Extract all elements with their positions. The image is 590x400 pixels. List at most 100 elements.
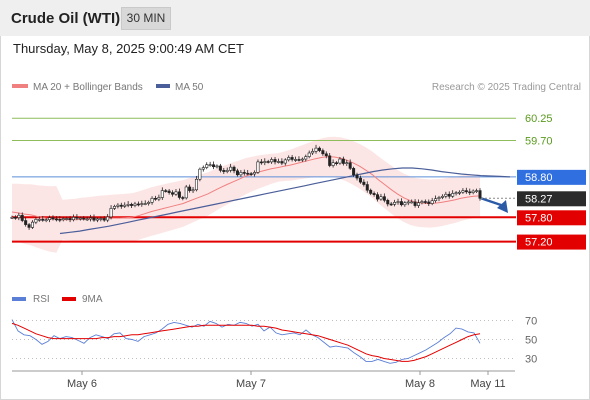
- candle-body: [468, 191, 472, 194]
- candle-body: [314, 147, 318, 152]
- candle-body: [181, 197, 185, 199]
- candle-body: [290, 157, 294, 160]
- rsi-ma-legend-label: 9MA: [82, 294, 103, 305]
- candle-body: [140, 203, 144, 205]
- candle-body: [403, 202, 407, 206]
- candle-body: [205, 164, 209, 168]
- ma50-line: [59, 167, 511, 235]
- candle-body: [102, 218, 106, 221]
- candle-body: [10, 217, 14, 219]
- candle-body: [444, 193, 448, 197]
- candle-body: [13, 217, 17, 219]
- candle-body: [198, 168, 202, 180]
- candle-body: [65, 218, 69, 220]
- candle-body: [304, 156, 308, 160]
- candle-body: [440, 195, 444, 198]
- candle-body: [215, 165, 219, 168]
- candle-body: [99, 218, 103, 220]
- candle-body: [27, 224, 31, 228]
- candle-body: [345, 162, 349, 164]
- candle-body: [454, 192, 458, 194]
- time-tick-label: May 6: [67, 378, 97, 390]
- candle-body: [51, 217, 55, 220]
- level-label-58.27: 58.27: [525, 193, 553, 205]
- candle-body: [362, 181, 366, 185]
- rsi-ma-line: [11, 322, 481, 362]
- candle-body: [317, 147, 321, 151]
- timeframe-badge[interactable]: 30 MIN: [121, 7, 171, 30]
- candle-body: [218, 165, 222, 171]
- candle-body: [341, 158, 345, 164]
- rsi-tick-30: 30: [525, 354, 537, 366]
- candle-body: [44, 219, 48, 222]
- candle-body: [133, 203, 137, 206]
- bollinger-legend-label: MA 20 + Bollinger Bands: [33, 82, 143, 93]
- candle-body: [396, 201, 400, 203]
- candle-body: [471, 190, 475, 193]
- candle-body: [372, 193, 376, 195]
- candle-body: [164, 190, 168, 192]
- candle-body: [352, 168, 356, 176]
- candle-body: [321, 150, 325, 155]
- candle-body: [478, 190, 482, 199]
- bollinger-legend-swatch: [12, 84, 28, 88]
- candle-body: [324, 153, 328, 157]
- candle-body: [48, 217, 52, 221]
- candle-body: [112, 206, 116, 209]
- candle-body: [399, 201, 403, 206]
- credit-text: Research © 2025 Trading Central: [432, 82, 581, 93]
- candle-body: [348, 162, 352, 169]
- candle-body: [95, 218, 99, 221]
- candle-body: [464, 190, 468, 193]
- candle-body: [280, 161, 284, 164]
- candle-body: [126, 204, 130, 206]
- candle-body: [355, 174, 359, 179]
- candle-body: [382, 196, 386, 201]
- time-tick-label: May 8: [405, 378, 435, 390]
- candle-body: [20, 214, 24, 221]
- candle-body: [365, 184, 369, 191]
- level-label-57.80: 57.80: [525, 212, 553, 224]
- candle-body: [358, 177, 362, 183]
- candle-body: [123, 204, 127, 207]
- candle-body: [410, 201, 414, 204]
- candle-body: [191, 189, 195, 192]
- candle-body: [300, 158, 304, 161]
- candle-body: [167, 190, 171, 193]
- rsi-ma-legend-swatch: [62, 297, 76, 301]
- candle-body: [143, 203, 147, 205]
- candle-body: [259, 161, 263, 164]
- candle-body: [225, 170, 229, 172]
- candle-body: [212, 164, 216, 168]
- candle-body: [61, 218, 65, 221]
- candle-body: [116, 204, 120, 207]
- candle-body: [41, 219, 45, 221]
- rsi-legend-label: RSI: [33, 294, 50, 305]
- candle-body: [24, 220, 28, 225]
- candle-body: [338, 158, 342, 164]
- candle-body: [92, 217, 96, 221]
- candle-body: [328, 155, 332, 166]
- level-label-58.80: 58.80: [525, 172, 553, 184]
- level-tag-58.80: [517, 169, 586, 185]
- rsi-line: [11, 319, 481, 364]
- candle-body: [157, 197, 161, 200]
- candle-body: [335, 162, 339, 164]
- candle-body: [188, 186, 192, 191]
- candle-body: [106, 216, 110, 221]
- forecast-arrow-head: [497, 200, 508, 213]
- candle-body: [194, 178, 198, 191]
- rsi-tick-50: 50: [525, 335, 537, 347]
- candle-body: [458, 191, 462, 194]
- candle-body: [430, 200, 434, 204]
- candle-body: [30, 221, 34, 228]
- candle-body: [75, 217, 79, 219]
- candle-body: [417, 202, 421, 206]
- candle-body: [434, 198, 438, 202]
- candle-body: [263, 161, 267, 163]
- bollinger-band-fill: [12, 136, 480, 253]
- candle-body: [150, 197, 154, 203]
- level-tag-57.20: [517, 234, 586, 250]
- candle-body: [461, 190, 465, 193]
